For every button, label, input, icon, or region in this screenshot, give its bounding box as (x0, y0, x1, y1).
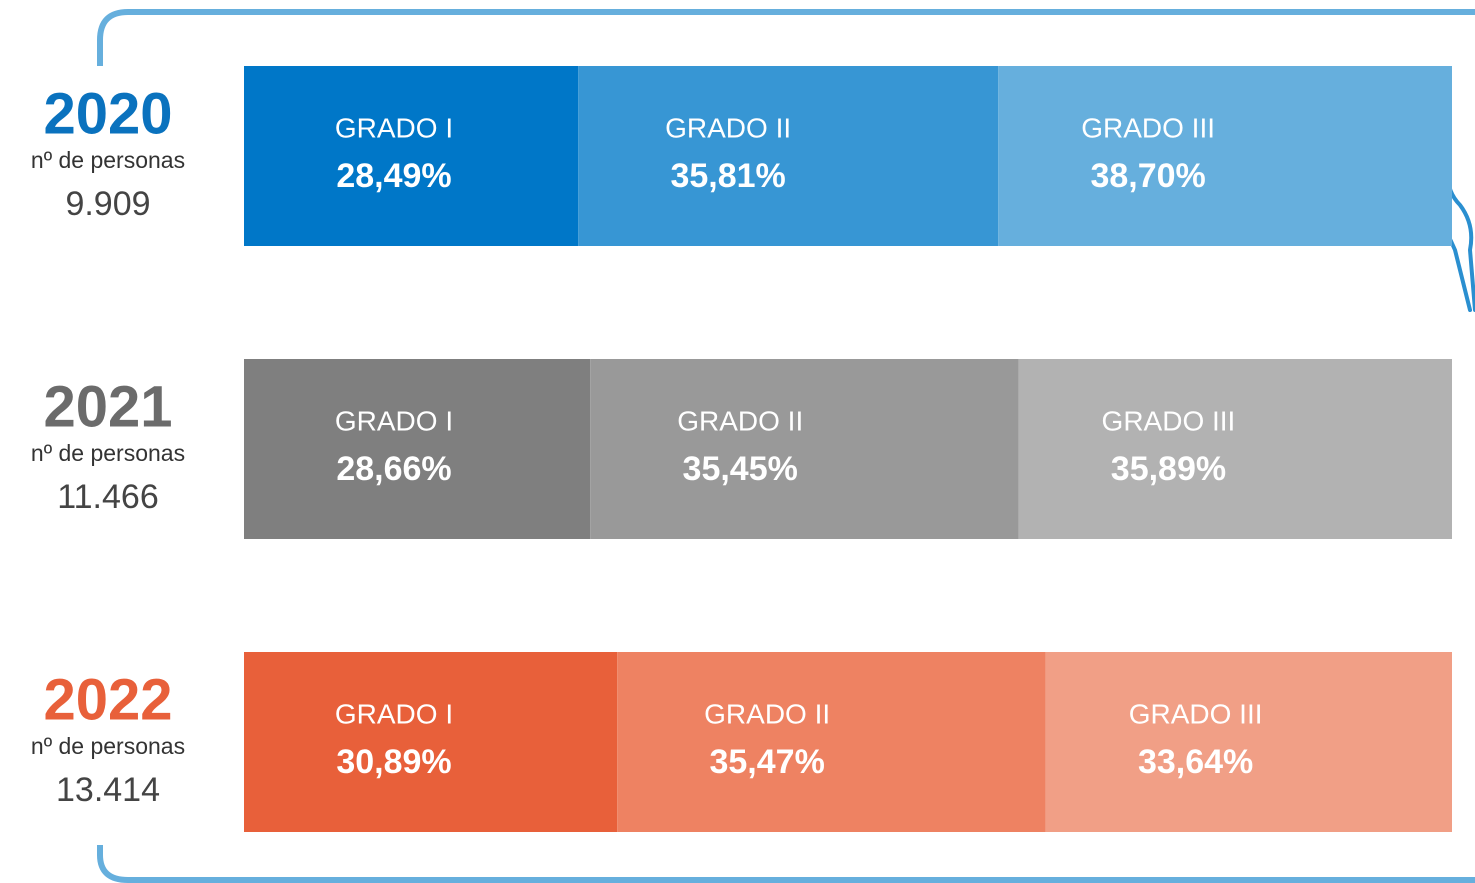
value-label: 35,47% (709, 743, 824, 781)
subtitle: nº de personas (31, 147, 185, 173)
subtitle: nº de personas (31, 440, 185, 466)
frame-top (97, 9, 1452, 66)
bar-segment (617, 652, 1046, 832)
category-label: GRADO III (1102, 405, 1236, 436)
value-label: 28,66% (336, 450, 451, 488)
value-label: 35,89% (1111, 450, 1226, 488)
value-label: 33,64% (1138, 743, 1253, 781)
value-label: 38,70% (1090, 157, 1205, 195)
bar-segment (244, 359, 591, 539)
bar-segment (1018, 359, 1452, 539)
category-label: GRADO I (335, 405, 453, 436)
bar-segment (590, 359, 1019, 539)
subtitle: nº de personas (31, 733, 185, 759)
bar-segment (998, 66, 1452, 246)
total-label: 13.414 (56, 771, 160, 809)
total-label: 9.909 (65, 185, 150, 223)
year-label: 2021 (43, 374, 172, 439)
year-label: 2022 (43, 667, 172, 732)
category-label: GRADO II (665, 112, 791, 143)
value-label: 30,89% (336, 743, 451, 781)
category-label: GRADO II (704, 698, 830, 729)
value-label: 35,45% (683, 450, 798, 488)
bar-segment (578, 66, 999, 246)
value-label: 35,81% (670, 157, 785, 195)
category-label: GRADO III (1129, 698, 1263, 729)
category-label: GRADO I (335, 112, 453, 143)
value-label: 28,49% (336, 157, 451, 195)
year-label: 2020 (43, 81, 172, 146)
category-label: GRADO II (677, 405, 803, 436)
total-label: 11.466 (57, 478, 158, 516)
bar-segment (1045, 652, 1452, 832)
bar-segment (244, 652, 618, 832)
category-label: GRADO III (1081, 112, 1215, 143)
category-label: GRADO I (335, 698, 453, 729)
bar-segment (244, 66, 579, 246)
frame-bottom (97, 845, 1475, 883)
